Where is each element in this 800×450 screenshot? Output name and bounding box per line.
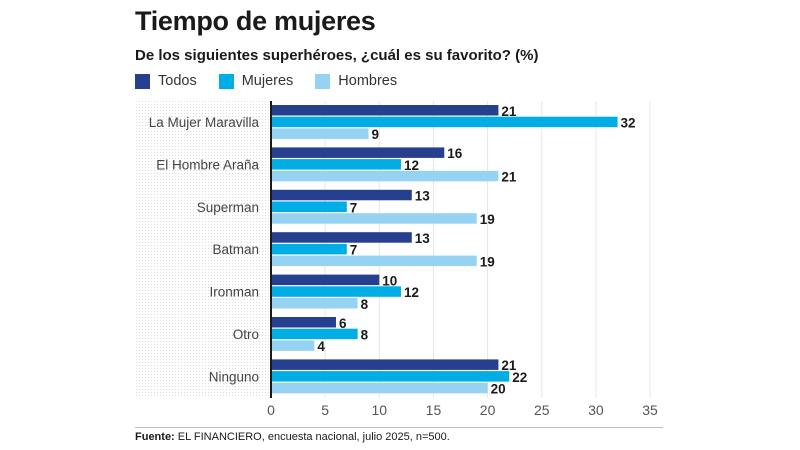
- category-label: Ninguno: [209, 369, 259, 384]
- bar-hombres: [271, 298, 358, 309]
- source-label: Fuente:: [135, 431, 175, 443]
- bar-mujeres: [271, 201, 347, 212]
- bar-todos: [271, 274, 380, 286]
- category-label: Superman: [197, 200, 259, 215]
- bar-mujeres: [271, 243, 347, 255]
- source-note: Fuente: EL FINANCIERO, encuesta nacional…: [135, 431, 450, 443]
- bar-hombres: [271, 255, 477, 267]
- x-tick-label: 35: [642, 402, 658, 418]
- data-label: 21: [501, 170, 517, 185]
- data-label: 4: [317, 339, 325, 354]
- bar-todos: [271, 147, 445, 158]
- category-label: La Mujer Maravilla: [149, 115, 260, 130]
- data-label: 12: [404, 158, 419, 173]
- x-tick-label: 5: [321, 402, 329, 418]
- data-label: 16: [447, 146, 463, 161]
- bar-hombres: [271, 213, 477, 224]
- data-label: 21: [501, 104, 517, 119]
- data-label: 22: [512, 370, 527, 385]
- data-label: 8: [361, 297, 369, 312]
- bar-mujeres: [271, 371, 510, 382]
- data-label: 7: [350, 200, 358, 215]
- category-label: Ironman: [209, 285, 259, 300]
- category-label: Otro: [233, 327, 259, 342]
- legend-item-mujeres: Mujeres: [218, 73, 294, 89]
- data-label: 19: [480, 212, 495, 227]
- bar-hombres: [271, 128, 369, 139]
- data-label: 9: [371, 127, 379, 142]
- legend-label-todos: Todos: [158, 73, 197, 89]
- data-label: 32: [621, 115, 636, 130]
- legend: Todos Mujeres Hombres: [135, 73, 419, 89]
- source-text: EL FINANCIERO, encuesta nacional, julio …: [174, 431, 450, 443]
- x-tick-label: 25: [534, 402, 550, 418]
- data-label: 8: [361, 327, 369, 342]
- legend-swatch-mujeres: [218, 73, 234, 89]
- bar-mujeres: [271, 159, 401, 170]
- category-label: Batman: [212, 242, 259, 257]
- data-label: 10: [382, 273, 397, 288]
- data-label: 6: [339, 316, 347, 331]
- legend-swatch-hombres: [315, 73, 331, 89]
- x-tick-label: 30: [588, 402, 604, 418]
- data-label: 19: [480, 254, 495, 269]
- legend-item-hombres: Hombres: [315, 73, 397, 89]
- legend-item-todos: Todos: [135, 73, 197, 89]
- bar-mujeres: [271, 116, 618, 128]
- x-tick-label: 20: [480, 402, 496, 418]
- footer-divider: [135, 427, 663, 428]
- data-label: 13: [415, 231, 431, 246]
- data-label: 21: [501, 358, 517, 373]
- data-label: 20: [491, 382, 506, 397]
- bar-hombres: [271, 382, 488, 394]
- bar-todos: [271, 359, 499, 370]
- legend-swatch-todos: [135, 73, 150, 89]
- bar-hombres: [271, 170, 499, 182]
- x-tick-label: 15: [426, 402, 442, 418]
- category-label: El Hombre Araña: [156, 157, 259, 172]
- x-tick-label: 10: [372, 402, 388, 418]
- data-label: 13: [415, 189, 431, 204]
- data-label: 12: [404, 285, 419, 300]
- bar-todos: [271, 317, 336, 328]
- legend-label-mujeres: Mujeres: [241, 73, 294, 89]
- bar-hombres: [271, 340, 315, 351]
- x-tick-label: 0: [267, 402, 275, 418]
- bar-todos: [271, 232, 412, 243]
- bar-mujeres: [271, 328, 358, 340]
- chart-subtitle: De los siguientes superhéroes, ¿cuál es …: [135, 47, 539, 64]
- bar-todos: [271, 105, 499, 116]
- chart-title: Tiempo de mujeres: [135, 6, 376, 36]
- bar-todos: [271, 189, 412, 201]
- category-label-background: [135, 100, 271, 398]
- legend-label-hombres: Hombres: [338, 73, 398, 89]
- data-label: 7: [350, 243, 358, 258]
- bar-mujeres: [271, 286, 401, 297]
